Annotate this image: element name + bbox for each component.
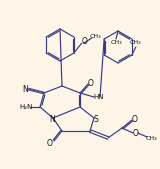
Text: O: O [132, 115, 138, 124]
Text: CH₃: CH₃ [110, 41, 122, 45]
Text: S: S [94, 115, 98, 124]
Text: N: N [22, 84, 28, 93]
Text: CH₃: CH₃ [130, 41, 142, 45]
Text: N: N [49, 115, 55, 124]
Text: H₂N: H₂N [19, 104, 33, 110]
Text: O: O [88, 78, 94, 88]
Text: O: O [47, 139, 53, 148]
Text: O: O [82, 38, 88, 46]
Text: HN: HN [94, 94, 104, 100]
Text: CH₃: CH₃ [145, 136, 157, 140]
Text: CH₃: CH₃ [90, 34, 102, 40]
Text: O: O [133, 129, 139, 139]
